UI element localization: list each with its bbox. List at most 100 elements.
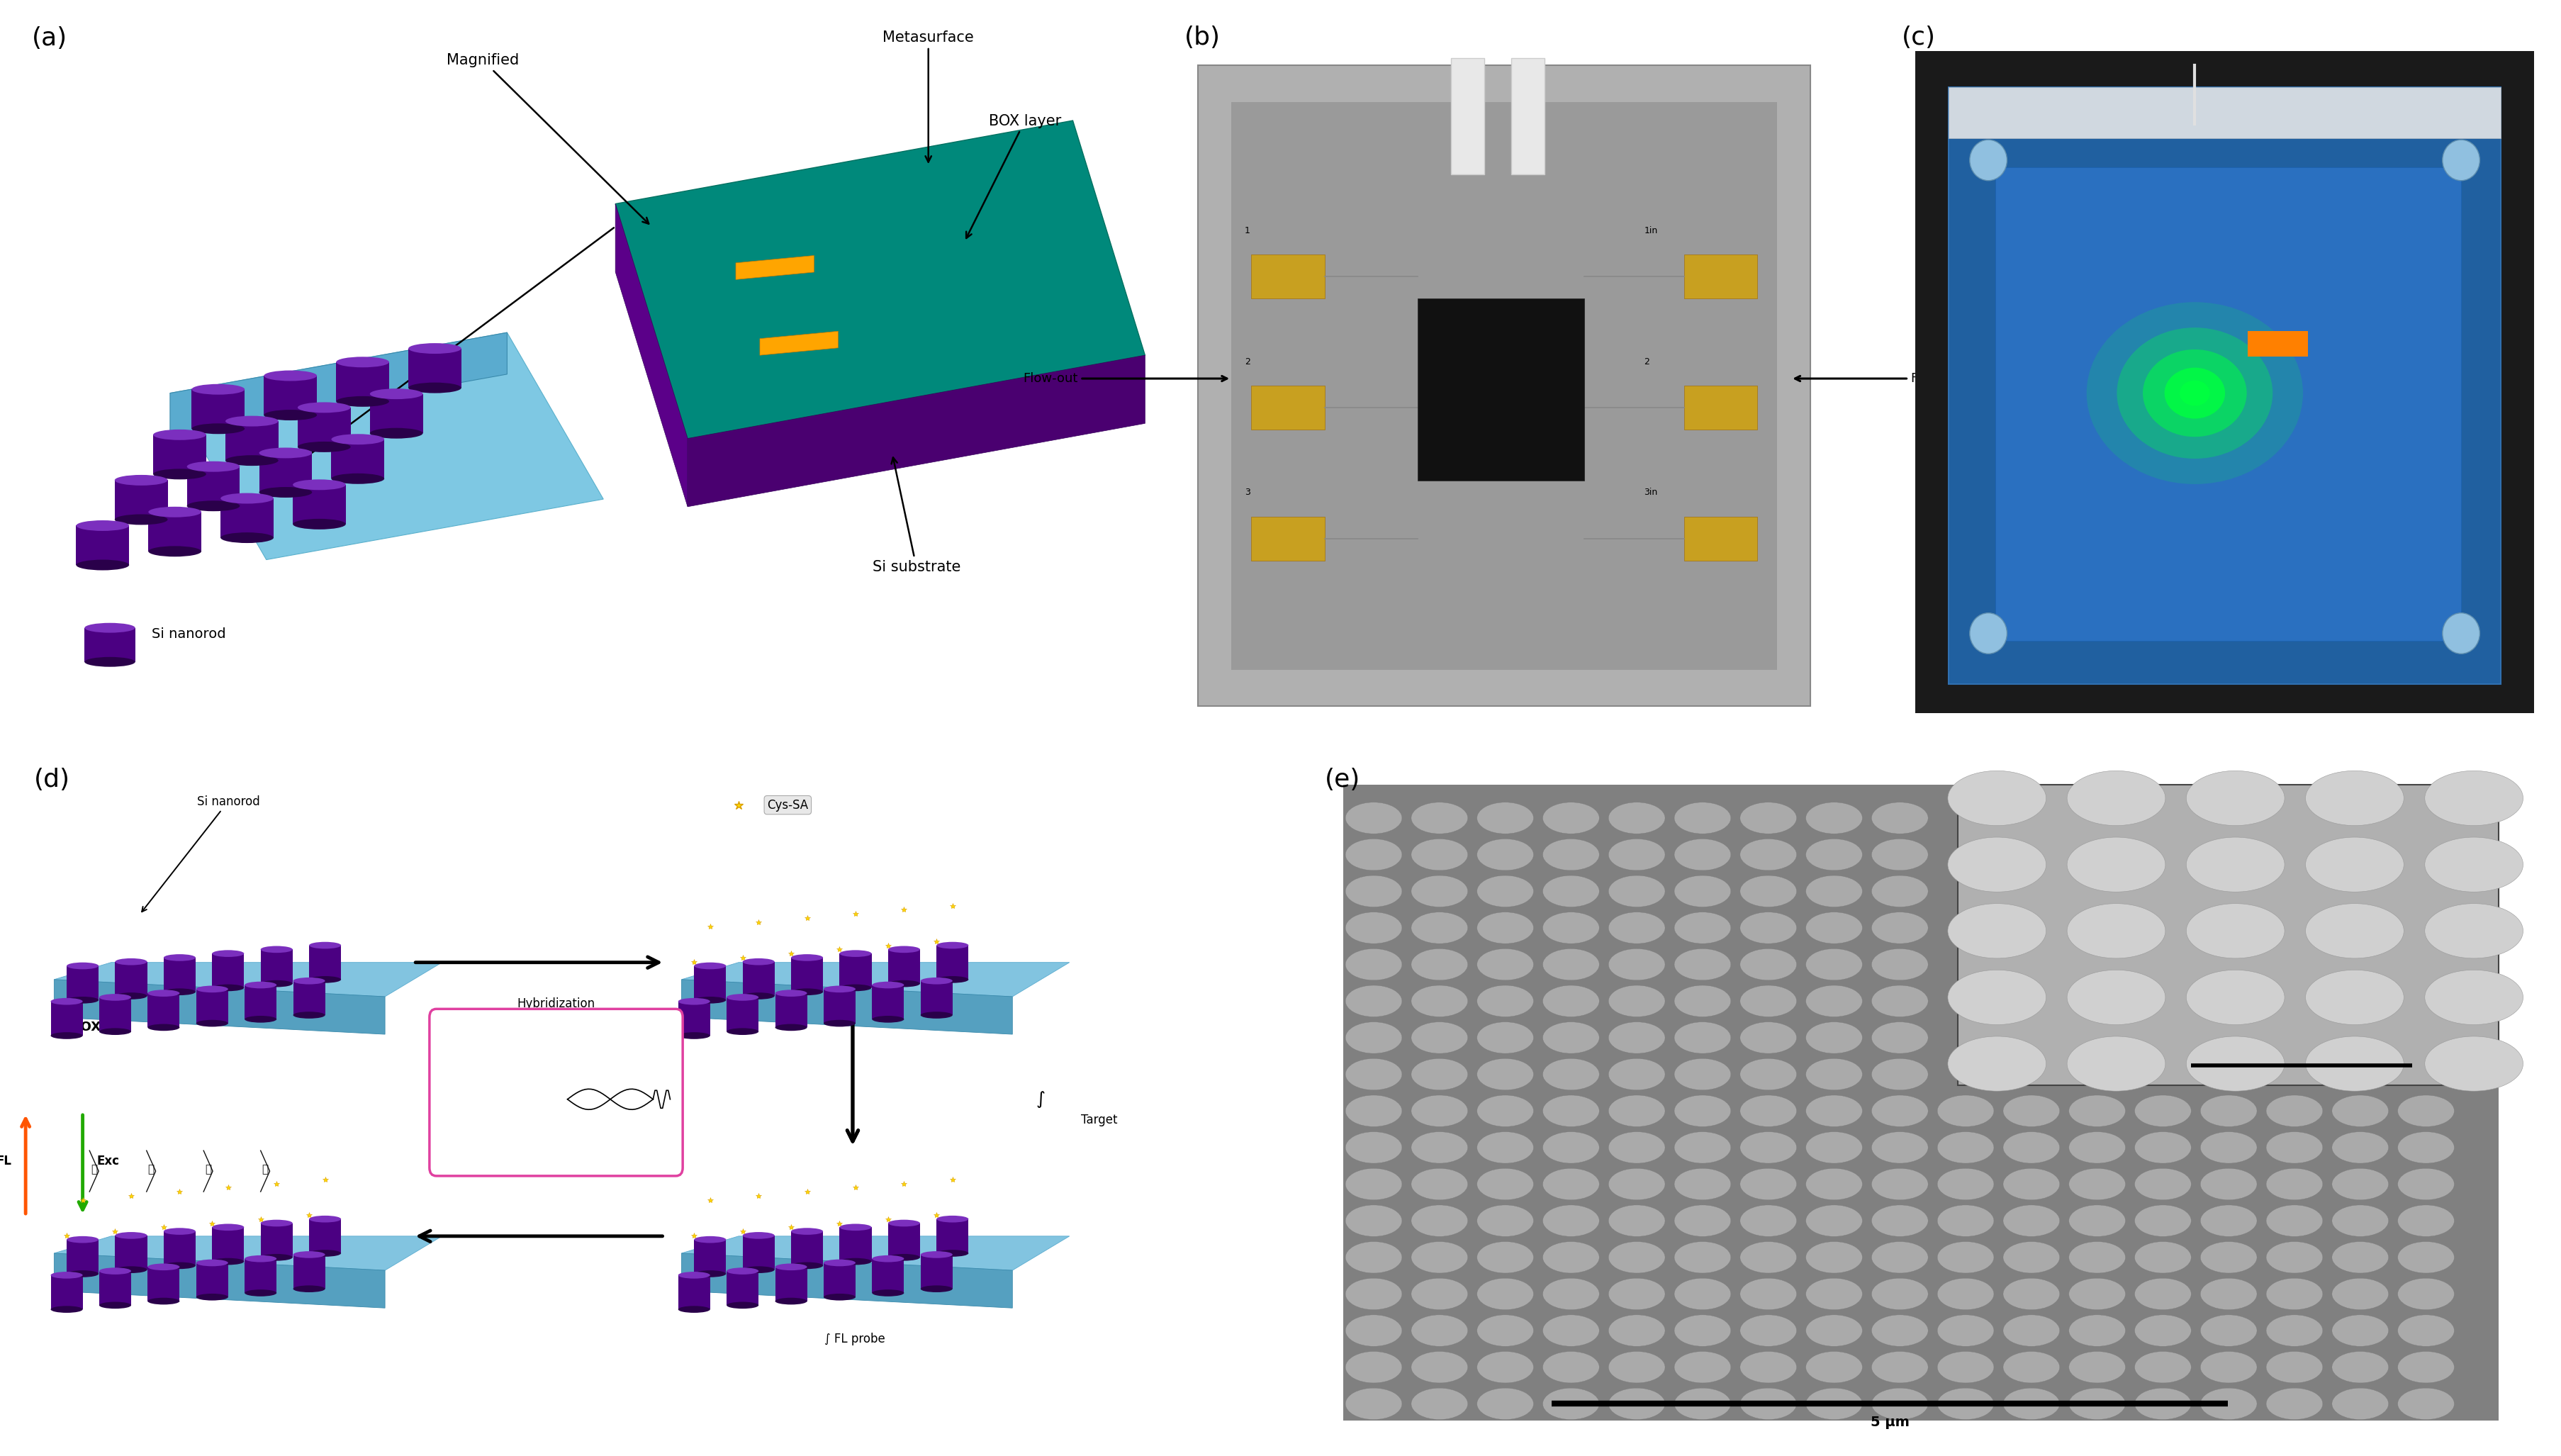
Ellipse shape xyxy=(77,520,128,531)
Circle shape xyxy=(1806,1022,1862,1054)
Ellipse shape xyxy=(330,473,384,483)
Circle shape xyxy=(1675,1388,1731,1420)
FancyBboxPatch shape xyxy=(743,1236,773,1270)
Circle shape xyxy=(1608,949,1665,980)
Ellipse shape xyxy=(197,986,228,993)
Circle shape xyxy=(2397,1131,2453,1163)
Circle shape xyxy=(2069,1095,2126,1127)
Circle shape xyxy=(1478,949,1534,980)
Circle shape xyxy=(1675,949,1731,980)
Ellipse shape xyxy=(213,1258,243,1265)
Circle shape xyxy=(1345,949,1401,980)
Circle shape xyxy=(2067,1037,2167,1091)
Circle shape xyxy=(2200,1351,2256,1383)
Circle shape xyxy=(1478,986,1534,1016)
FancyBboxPatch shape xyxy=(154,435,207,475)
Circle shape xyxy=(1478,1242,1534,1273)
Ellipse shape xyxy=(164,989,195,996)
Circle shape xyxy=(1345,1278,1401,1310)
FancyBboxPatch shape xyxy=(297,408,351,447)
Circle shape xyxy=(2305,770,2405,826)
Circle shape xyxy=(1411,986,1467,1016)
Circle shape xyxy=(1739,1388,1798,1420)
Circle shape xyxy=(1478,875,1534,907)
Circle shape xyxy=(2003,1206,2059,1236)
Circle shape xyxy=(1806,1168,1862,1200)
Ellipse shape xyxy=(840,1224,871,1230)
Ellipse shape xyxy=(310,1249,341,1257)
Circle shape xyxy=(2266,1315,2323,1347)
Circle shape xyxy=(1608,802,1665,834)
Ellipse shape xyxy=(694,1236,727,1243)
Ellipse shape xyxy=(292,479,346,491)
Ellipse shape xyxy=(825,1259,855,1267)
Ellipse shape xyxy=(825,986,855,993)
Circle shape xyxy=(2069,1242,2126,1273)
Circle shape xyxy=(1806,1206,1862,1236)
Text: Cys-SA: Cys-SA xyxy=(768,799,809,811)
FancyBboxPatch shape xyxy=(727,997,758,1031)
Circle shape xyxy=(1949,904,2046,958)
Ellipse shape xyxy=(197,1019,228,1026)
Ellipse shape xyxy=(264,370,318,381)
Circle shape xyxy=(2425,1037,2523,1091)
Polygon shape xyxy=(54,980,384,1034)
Ellipse shape xyxy=(297,441,351,453)
FancyBboxPatch shape xyxy=(264,376,318,415)
Text: (c): (c) xyxy=(1903,25,1936,50)
Ellipse shape xyxy=(335,357,389,367)
Circle shape xyxy=(1806,911,1862,943)
Circle shape xyxy=(1608,1242,1665,1273)
Polygon shape xyxy=(761,331,837,355)
Circle shape xyxy=(1949,770,2046,826)
Ellipse shape xyxy=(292,977,325,984)
Circle shape xyxy=(1675,1095,1731,1127)
Circle shape xyxy=(1872,1315,1928,1347)
Circle shape xyxy=(1739,1168,1798,1200)
Circle shape xyxy=(1542,1315,1598,1347)
Circle shape xyxy=(2266,1095,2323,1127)
Circle shape xyxy=(2136,1242,2192,1273)
Circle shape xyxy=(1411,1059,1467,1091)
Circle shape xyxy=(1345,1022,1401,1054)
Circle shape xyxy=(1542,911,1598,943)
FancyBboxPatch shape xyxy=(1685,386,1757,430)
Circle shape xyxy=(1675,1351,1731,1383)
Circle shape xyxy=(1675,1315,1731,1347)
Circle shape xyxy=(1872,1278,1928,1310)
FancyBboxPatch shape xyxy=(743,962,773,996)
Circle shape xyxy=(2136,1206,2192,1236)
Circle shape xyxy=(1806,1095,1862,1127)
Circle shape xyxy=(1478,1315,1534,1347)
Ellipse shape xyxy=(246,981,277,989)
Circle shape xyxy=(1806,1278,1862,1310)
Circle shape xyxy=(1608,1059,1665,1091)
FancyBboxPatch shape xyxy=(335,363,389,402)
Ellipse shape xyxy=(2179,380,2210,406)
Circle shape xyxy=(2397,1242,2453,1273)
Circle shape xyxy=(1675,1059,1731,1091)
Ellipse shape xyxy=(743,958,773,965)
Circle shape xyxy=(1345,1388,1401,1420)
Circle shape xyxy=(1608,839,1665,871)
Circle shape xyxy=(1542,1206,1598,1236)
Circle shape xyxy=(2187,970,2284,1025)
Circle shape xyxy=(1872,1351,1928,1383)
FancyBboxPatch shape xyxy=(246,986,277,1019)
Ellipse shape xyxy=(259,447,312,459)
Circle shape xyxy=(1949,1037,2046,1091)
Ellipse shape xyxy=(310,976,341,983)
Circle shape xyxy=(2069,1206,2126,1236)
Circle shape xyxy=(1608,1388,1665,1420)
FancyBboxPatch shape xyxy=(1452,58,1485,175)
Ellipse shape xyxy=(77,559,128,571)
Circle shape xyxy=(1478,1351,1534,1383)
FancyBboxPatch shape xyxy=(261,949,292,984)
Circle shape xyxy=(1806,1242,1862,1273)
Circle shape xyxy=(1675,1278,1731,1310)
Circle shape xyxy=(2136,1168,2192,1200)
FancyBboxPatch shape xyxy=(51,1275,82,1309)
Circle shape xyxy=(1675,1131,1731,1163)
Ellipse shape xyxy=(225,416,279,427)
Circle shape xyxy=(1806,1351,1862,1383)
